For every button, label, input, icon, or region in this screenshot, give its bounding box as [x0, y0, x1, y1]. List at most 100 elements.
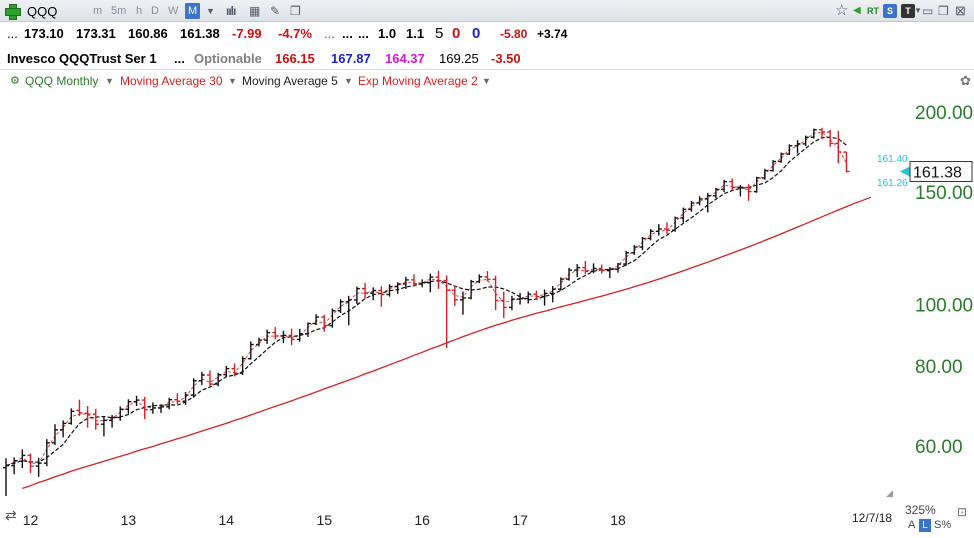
legend-ma5[interactable]: Moving Average 5: [242, 74, 338, 88]
ohlc-bar: [541, 289, 548, 306]
quote-change-pct: -4.7%: [278, 26, 312, 41]
star-icon[interactable]: ☆: [835, 2, 849, 19]
ohlc-bar: [362, 282, 369, 299]
ohlc-bar: [435, 270, 442, 289]
ma5-value-label: 161.40: [877, 154, 908, 165]
restore-window-icon[interactable]: ❐: [938, 4, 949, 18]
ohlc-bar: [411, 274, 417, 287]
legend-ma30[interactable]: Moving Average 30: [120, 74, 223, 88]
symbol-input[interactable]: [27, 3, 63, 19]
ohlc-bar: [810, 128, 817, 139]
minimize-window-icon[interactable]: ▭: [922, 4, 934, 18]
ohlc-bar: [345, 295, 352, 326]
info-value-3: 164.37: [385, 51, 425, 66]
scale-l-button[interactable]: L: [919, 519, 931, 532]
quote-open: 173.10: [24, 26, 64, 41]
ohlc-bar: [3, 458, 9, 497]
ohlc-bar: [264, 329, 271, 344]
timeframe-d[interactable]: D: [151, 5, 159, 17]
timeframe-dropdown-icon[interactable]: ▼: [206, 6, 215, 16]
ohlc-bar: [370, 287, 377, 301]
ohlc-bar: [492, 275, 499, 311]
pencil-icon[interactable]: ✎: [270, 4, 281, 18]
quote-count-1: 5: [435, 25, 444, 42]
ohlc-bar: [566, 267, 573, 281]
add-symbol-plus-icon[interactable]: [5, 4, 21, 20]
ohlc-bar: [329, 308, 336, 328]
x-axis-tick-label: 15: [316, 512, 332, 528]
ohlc-bar: [76, 399, 83, 417]
ohlc-bar: [100, 417, 107, 437]
quote-value-4: +3.74: [537, 27, 568, 41]
ohlc-bar: [19, 449, 26, 469]
ohlc-bar: [631, 245, 638, 255]
ohlc-bar: [761, 168, 768, 180]
ohlc-bar: [158, 404, 165, 413]
ohlc-bar: [288, 328, 295, 346]
t-dropdown-icon[interactable]: ▼: [914, 6, 922, 15]
ohlc-bar: [549, 286, 556, 303]
expand-icon[interactable]: ⊡: [957, 505, 968, 519]
info-value-1: 166.15: [275, 51, 315, 66]
ohlc-bar: [51, 424, 58, 446]
rt-button[interactable]: RT: [867, 6, 879, 16]
ohlc-bar: [207, 370, 213, 387]
ohlc-bar: [712, 187, 719, 199]
ohlc-bar: [525, 291, 532, 304]
legend-main-series[interactable]: QQQ Monthly: [25, 74, 99, 88]
x-axis-tick-label: 14: [219, 512, 235, 528]
ohlc-bar: [647, 228, 654, 241]
settings-gear-icon[interactable]: ⚙: [10, 75, 20, 87]
ohlc-bar: [802, 135, 809, 147]
timeframe-5m[interactable]: 5m: [111, 5, 127, 17]
legend-ema2-dropdown-icon[interactable]: ▼: [482, 76, 491, 86]
quote-value-1: 1.0: [378, 26, 397, 41]
quote-value-2: 1.1: [406, 26, 425, 41]
zoom-level[interactable]: 325%: [905, 503, 936, 517]
timeframe-m[interactable]: m: [93, 5, 103, 17]
legend-ma30-dropdown-icon[interactable]: ▼: [228, 76, 237, 86]
legend-main-dropdown-icon[interactable]: ▼: [105, 76, 114, 86]
x-axis-tick-label: 18: [610, 512, 626, 528]
refresh-icon[interactable]: ⇄: [5, 507, 17, 523]
ohlc-bar: [696, 196, 703, 206]
chevron-left-icon[interactable]: ◀: [853, 5, 861, 16]
color-palette-icon[interactable]: ✿: [960, 73, 971, 88]
legend-ema2[interactable]: Exp Moving Average 2: [358, 74, 478, 88]
layout-grid-icon[interactable]: ▦: [249, 4, 261, 18]
ohlc-bar: [141, 396, 148, 420]
scale-s-pct-button[interactable]: S%: [934, 519, 952, 531]
ohlc-bar: [745, 184, 752, 201]
bar-type-icon[interactable]: ıılı: [226, 4, 236, 18]
indicator-legend: ⚙ QQQ Monthly ▼ Moving Average 30 ▼ Movi…: [0, 69, 974, 91]
timeframe-m-monthly[interactable]: M: [185, 3, 201, 19]
close-window-icon[interactable]: ⊠: [955, 3, 966, 18]
ohlc-bar: [11, 457, 18, 475]
y-axis-tick-label: 80.00: [915, 357, 963, 378]
notes-icon[interactable]: ❐: [290, 4, 301, 18]
ohlc-bar: [321, 314, 328, 332]
scale-a-button[interactable]: A: [908, 519, 916, 531]
info-value-5: -3.50: [491, 51, 521, 66]
legend-ma5-dropdown-icon[interactable]: ▼: [344, 76, 353, 86]
t-button[interactable]: T: [901, 4, 915, 18]
quote-close: 161.38: [180, 26, 220, 41]
ohlc-bar: [378, 286, 385, 307]
quote-row: ... 173.10 173.31 160.86 161.38 -7.99 -4…: [0, 24, 974, 44]
info-value-2: 167.87: [331, 51, 371, 66]
ohlc-bar: [190, 378, 197, 398]
ohlc-bar: [166, 397, 173, 410]
s-button[interactable]: S: [883, 4, 897, 18]
quote-count-2: 0: [452, 25, 461, 42]
ohlc-bar: [721, 180, 728, 193]
ohlc-bar: [84, 406, 91, 428]
ohlc-bar: [239, 356, 246, 376]
ohlc-bar: [402, 276, 409, 289]
quote-count-3: 0: [472, 25, 481, 42]
info-row: Invesco QQQTrust Ser 1 ... Optionable 16…: [0, 49, 974, 69]
timeframe-w[interactable]: W: [168, 5, 179, 17]
scale-scroll-arrow-icon[interactable]: ◢: [886, 488, 893, 498]
ohlc-bar: [133, 395, 140, 407]
timeframe-h[interactable]: h: [136, 5, 143, 17]
